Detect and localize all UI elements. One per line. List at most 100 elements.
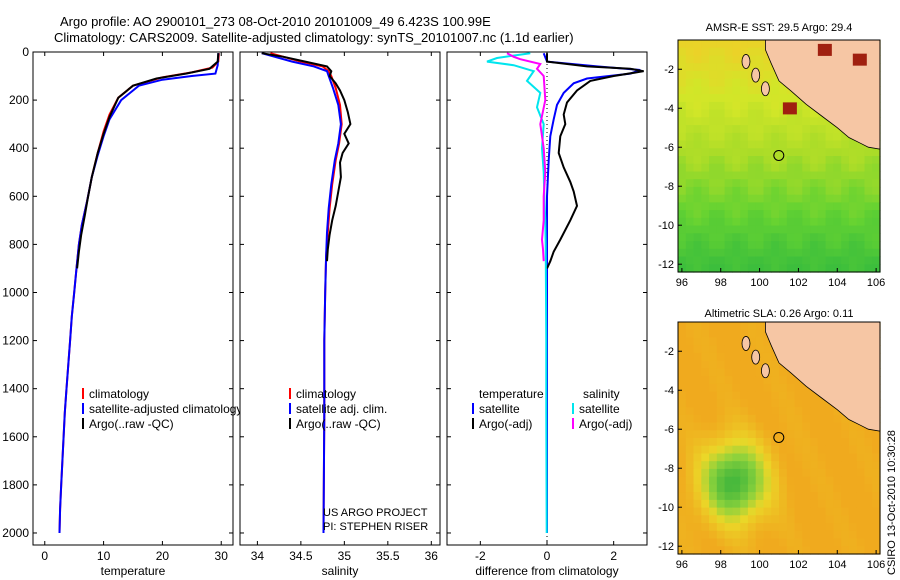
sst-map-heat-cell (701, 163, 710, 172)
sla-map-heat-cell (678, 445, 687, 454)
sla-map-heat-cell (802, 507, 811, 516)
sla-map-heat-cell (678, 499, 687, 509)
sla-map-heat-cell (701, 376, 710, 385)
sst-map-heat-cell (716, 86, 726, 95)
sst-map-heat-cell (848, 163, 858, 172)
sst-map-heat-cell (848, 194, 858, 203)
sla-map-heat-cell (755, 329, 765, 338)
difference-xtick-label: -2 (475, 549, 486, 563)
sst-map-heat-cell (841, 256, 850, 265)
sla-map-heat-cell (747, 538, 757, 547)
sst-map-heat-cell (755, 132, 765, 142)
sla-map-heat-cell (864, 492, 873, 501)
sla-map-heat-cell (685, 414, 695, 424)
sla-map-heat-cell (732, 391, 741, 400)
sla-map-heat-cell (709, 484, 718, 493)
sst-map-heat-cell (685, 148, 695, 157)
sst-map-heat-cell (794, 109, 803, 118)
sla-map-heat-cell (740, 499, 749, 509)
sla-map-heat-cell (685, 515, 695, 524)
sla-map-heat-cell (709, 368, 718, 377)
sla-map-heat-cell (724, 399, 733, 408)
sst-map-heat-cell (755, 86, 765, 95)
sla-map-heat-cell (825, 546, 834, 555)
sla-map-heat-cell (841, 476, 850, 485)
sla-map-heat-cell (747, 438, 757, 447)
sla-map-heat-cell (755, 368, 765, 377)
sst-map-heat-cell (864, 256, 873, 265)
sst-map-heat-cell (817, 202, 827, 211)
sst-map-heat-cell (709, 248, 718, 258)
sla-map-heat-cell (771, 546, 780, 555)
sla-map-heat-cell (755, 492, 765, 501)
sla-map-heat-cell (864, 499, 873, 509)
sla-map-heat-cell (856, 546, 866, 555)
sla-map-heat-cell (779, 538, 788, 547)
sst-map-heat-cell (693, 117, 702, 126)
sst-map-heat-cell (740, 179, 749, 188)
sla-map-heat-cell (872, 445, 881, 454)
sst-map-heat-cell (709, 156, 718, 165)
sla-map-heat-cell (747, 337, 757, 346)
sst-map-heat-cell (709, 225, 718, 234)
sla-map-heat-cell (716, 414, 726, 424)
sla-map-heat-cell (771, 376, 780, 385)
sst-map-heat-cell (724, 225, 733, 234)
sla-map-heat-cell (685, 492, 695, 501)
sst-map-heat-cell (802, 156, 811, 165)
sst-map-heat-cell (794, 125, 803, 134)
sst-map-heat-cell (685, 210, 695, 219)
sst-map-heat-cell (732, 179, 741, 188)
sst-map-heat-cell (817, 125, 827, 134)
sla-map-heat-cell (701, 492, 710, 501)
sla-map-heat-cell (833, 461, 842, 470)
sla-map-heat-cell (779, 523, 788, 532)
sla-map-heat-cell (747, 468, 757, 478)
sla-map-heat-cell (740, 515, 749, 524)
sst-map-heat-cell (763, 179, 772, 188)
sla-map-heat-cell (716, 468, 726, 478)
sst-map-ytick-label: -4 (664, 103, 674, 115)
sst-map-heat-cell (678, 210, 687, 219)
sla-map-heat-cell (810, 438, 819, 447)
pi-annotation: PI: STEPHEN RISER (323, 521, 428, 533)
sla-map-heat-cell (709, 461, 718, 470)
sst-map-heat-cell (755, 125, 765, 134)
sst-map-heat-cell (848, 241, 858, 250)
sst-map-xtick-label: 106 (867, 277, 885, 289)
depth-tick-label: 1400 (2, 382, 29, 396)
sla-map-heat-cell (755, 414, 765, 424)
sst-map-heat-cell (794, 210, 803, 219)
sla-map-heat-cell (848, 445, 858, 454)
sla-map-heat-cell (802, 461, 811, 470)
sst-map-heat-cell (685, 186, 695, 196)
sla-map-heat-cell (841, 538, 850, 547)
sst-map-heat-cell (716, 225, 726, 234)
sla-map-heat-cell (709, 492, 718, 501)
sla-map-heat-cell (864, 453, 873, 462)
sla-map-heat-cell (716, 383, 726, 393)
sla-map-heat-cell (678, 430, 687, 439)
sla-map-heat-cell (740, 414, 749, 424)
sst-map-heat-cell (701, 202, 710, 211)
sst-map-heat-cell (678, 163, 687, 172)
sst-map-heat-cell (825, 256, 834, 265)
sst-map-heat-cell (716, 217, 726, 227)
sla-map-heat-cell (709, 515, 718, 524)
sst-map-heat-cell (685, 171, 695, 180)
sst-map-heat-cell (825, 171, 834, 180)
sla-map-heat-cell (786, 391, 796, 400)
sla-map-float-marker (773, 431, 785, 443)
sla-map-heat-cell (872, 476, 881, 485)
sst-map-heat-cell (802, 179, 811, 188)
sla-map-heat-cell (817, 461, 827, 470)
sst-map-heat-cell (833, 156, 842, 165)
sla-map-heat-cell (685, 546, 695, 555)
sla-map-heat-cell (685, 445, 695, 454)
sst-map-heat-cell (802, 140, 811, 149)
sst-map-heat-cell (841, 179, 850, 188)
sla-map-heat-cell (747, 368, 757, 377)
sst-map-heat-cell (841, 217, 850, 227)
sst-map-float-marker (773, 149, 785, 161)
sst-map-heat-cell (701, 101, 710, 111)
